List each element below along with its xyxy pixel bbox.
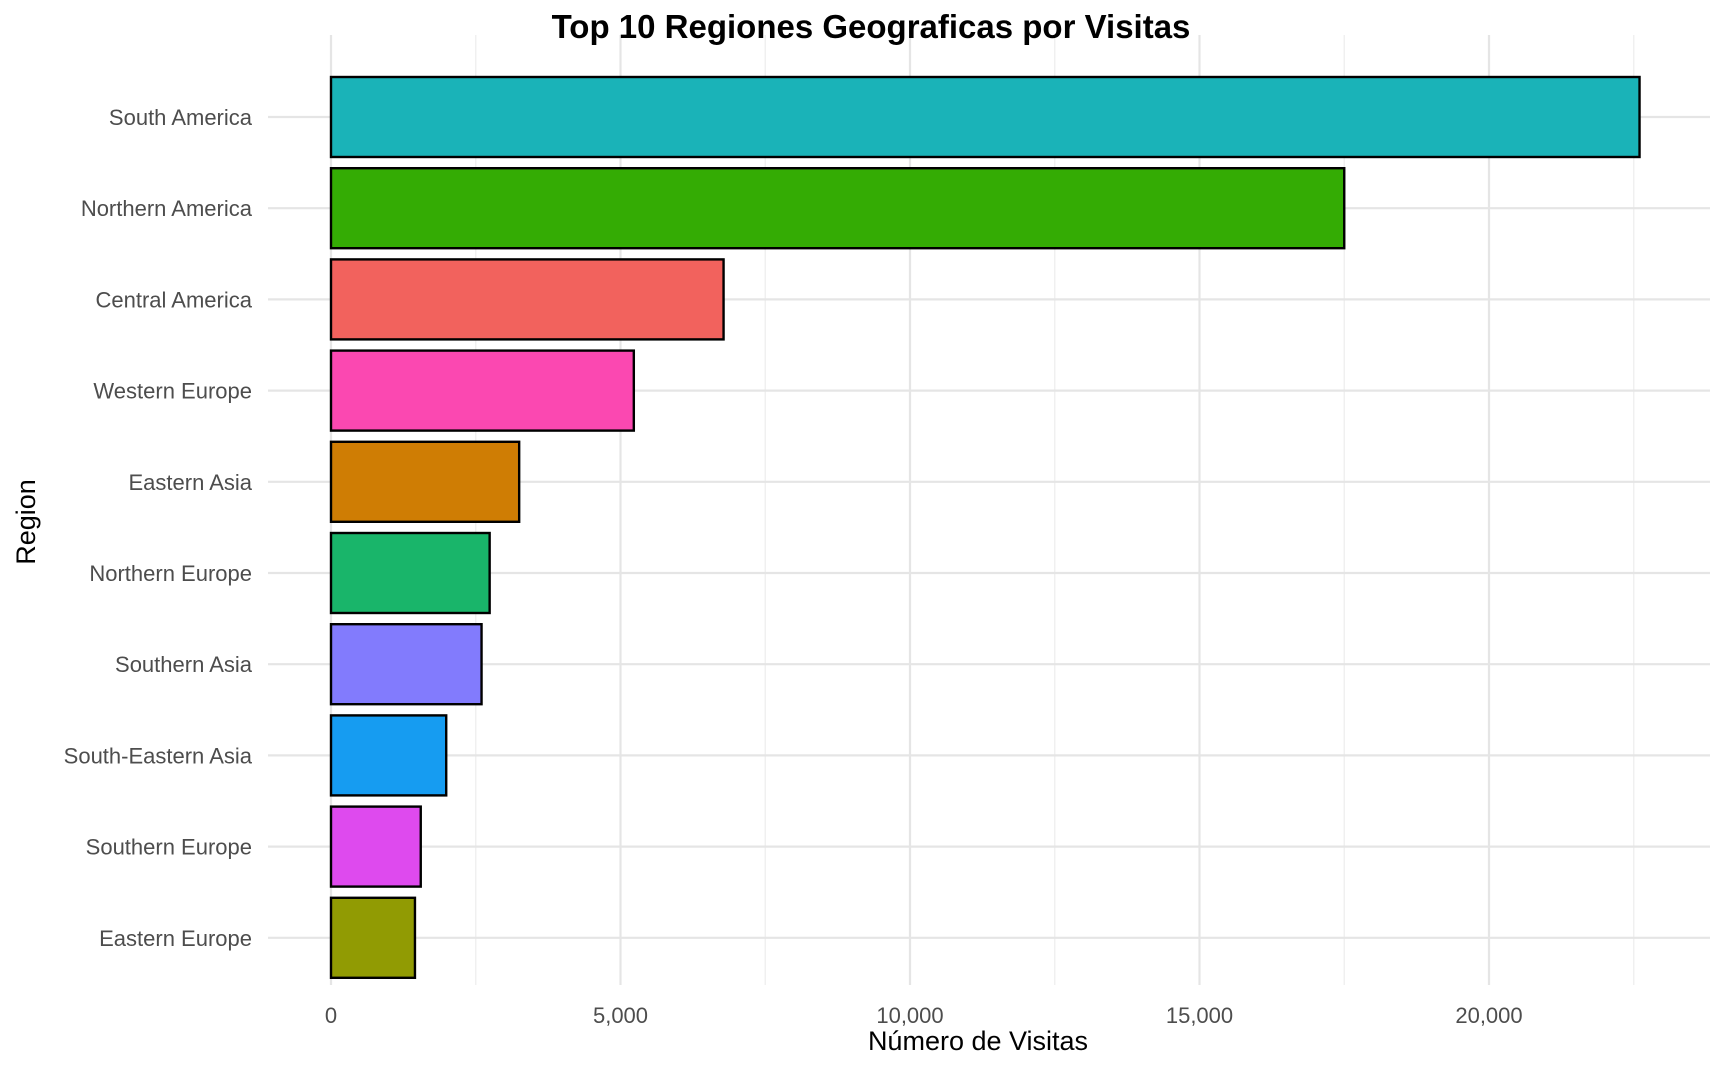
y-tick-label: Central America <box>95 287 252 312</box>
bar-northern-europe <box>329 531 491 615</box>
x-axis-tick-labels: 0 5,000 10,000 15,000 20,000 <box>325 1003 1523 1028</box>
y-tick-label: Southern Asia <box>115 652 253 677</box>
y-tick-label: Eastern Asia <box>128 470 252 495</box>
y-tick-label: Western Europe <box>93 379 252 404</box>
bar-eastern-asia <box>329 440 521 523</box>
y-tick-label: Southern Europe <box>86 835 252 860</box>
bar-western-europe <box>329 349 636 432</box>
bar-south-eastern-asia <box>329 714 448 797</box>
y-tick-label: Eastern Europe <box>99 926 252 951</box>
bar-southern-asia <box>329 623 483 706</box>
bar-southern-europe <box>329 805 422 888</box>
y-tick-label: South-Eastern Asia <box>64 743 253 768</box>
y-tick-label: Northern America <box>81 196 253 221</box>
bar-eastern-europe <box>329 896 417 979</box>
bar-south-america <box>329 75 1641 159</box>
x-tick-label: 20,000 <box>1455 1003 1522 1028</box>
x-tick-label: 5,000 <box>593 1003 648 1028</box>
y-tick-label: Northern Europe <box>89 561 252 586</box>
chart-title: Top 10 Regiones Geograficas por Visitas <box>552 8 1191 45</box>
y-axis-title: Region <box>11 479 41 565</box>
x-axis-title: Número de Visitas <box>868 1026 1088 1056</box>
bar-northern-america <box>329 166 1346 250</box>
x-tick-label: 10,000 <box>876 1003 943 1028</box>
bar-central-america <box>329 258 725 341</box>
x-tick-label: 15,000 <box>1166 1003 1233 1028</box>
x-tick-label: 0 <box>325 1003 337 1028</box>
y-tick-label: South America <box>109 105 253 130</box>
y-axis-tick-labels: South America Northern America Central Ame… <box>64 105 253 951</box>
bars <box>329 75 1641 979</box>
